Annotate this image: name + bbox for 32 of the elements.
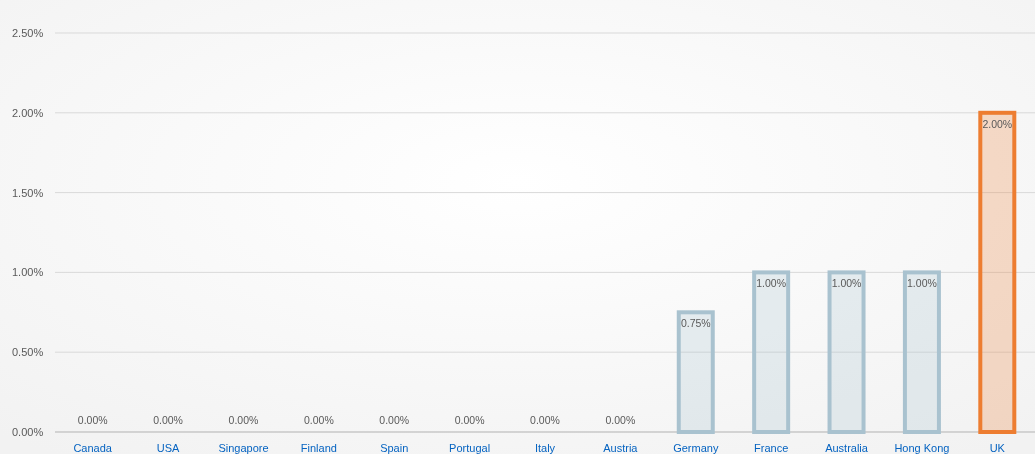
data-label: 0.00% — [153, 414, 183, 426]
x-tick-label: Spain — [380, 442, 409, 454]
x-tick-label: Australia — [825, 442, 869, 454]
data-label: 0.00% — [605, 414, 636, 426]
data-label: 0.00% — [303, 414, 334, 426]
data-label: 1.00% — [907, 277, 937, 290]
x-tick-label: France — [754, 442, 789, 454]
x-tick-label: Canada — [73, 442, 113, 454]
data-label: 1.00% — [756, 277, 787, 290]
data-label: 0.00% — [379, 414, 410, 426]
data-label: 0.75% — [680, 317, 711, 330]
y-tick-label: 1.00% — [12, 266, 44, 279]
x-tick-label: UK — [989, 442, 1006, 454]
x-tick-label: Singapore — [218, 442, 269, 454]
x-tick-label: Hong Kong — [894, 442, 950, 454]
y-tick-label: 1.50% — [12, 186, 44, 199]
y-tick-label: 0.50% — [12, 346, 44, 359]
data-label: 2.00% — [982, 117, 1013, 130]
data-label: 0.00% — [454, 414, 485, 426]
x-tick-label: Austria — [603, 442, 639, 454]
data-label: 0.00% — [77, 414, 108, 426]
data-label: 1.00% — [831, 277, 862, 290]
data-label: 0.00% — [228, 414, 259, 426]
y-tick-label: 2.00% — [12, 106, 44, 119]
x-tick-label: Germany — [673, 442, 719, 454]
x-tick-label: USA — [156, 442, 181, 454]
x-tick-label: Italy — [534, 442, 556, 454]
y-tick-label: 2.50% — [12, 27, 44, 39]
y-tick-label: 0.00% — [12, 426, 44, 438]
data-label: 0.00% — [530, 414, 560, 426]
x-tick-label: Portugal — [449, 442, 491, 454]
x-tick-label: Finland — [300, 442, 337, 454]
